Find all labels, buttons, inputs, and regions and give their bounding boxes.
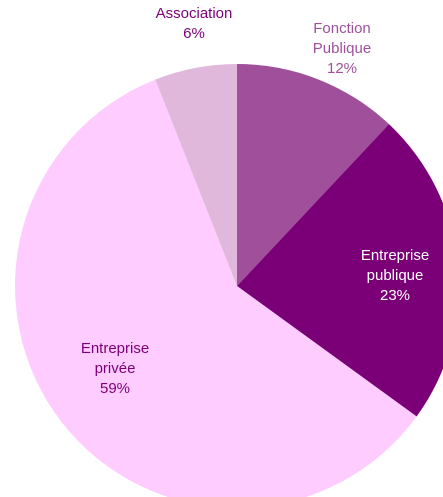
slice-value-label: 59% (100, 380, 130, 397)
pie-slice-0 (237, 64, 389, 286)
slice-category-label: Fonction (313, 20, 371, 37)
pie-slice-3 (155, 64, 237, 286)
slice-labels: Fonction Publique 12% Entreprise publique 23%… (81, 5, 429, 397)
slice-value-label: 6% (183, 25, 205, 42)
slice-category-label: publique (367, 267, 424, 284)
slice-category-label: Entreprise (361, 247, 429, 264)
slice-label-2: Entreprise privée 59% (81, 340, 149, 397)
slice-category-label: Association (156, 5, 233, 22)
slice-category-label: Entreprise (81, 340, 149, 357)
slice-category-label: privée (95, 360, 136, 377)
slice-label-1: Entreprise publique 23% (361, 247, 429, 304)
slice-value-label: 12% (327, 60, 357, 77)
slice-label-0: Fonction Publique 12% (313, 20, 371, 77)
pie-slice-2 (15, 79, 417, 497)
slice-label-3: Association 6% (156, 5, 233, 42)
pie-slices (15, 64, 443, 497)
slice-category-label: Publique (313, 40, 371, 57)
slice-value-label: 23% (380, 287, 410, 304)
pie-slice-1 (237, 124, 443, 417)
